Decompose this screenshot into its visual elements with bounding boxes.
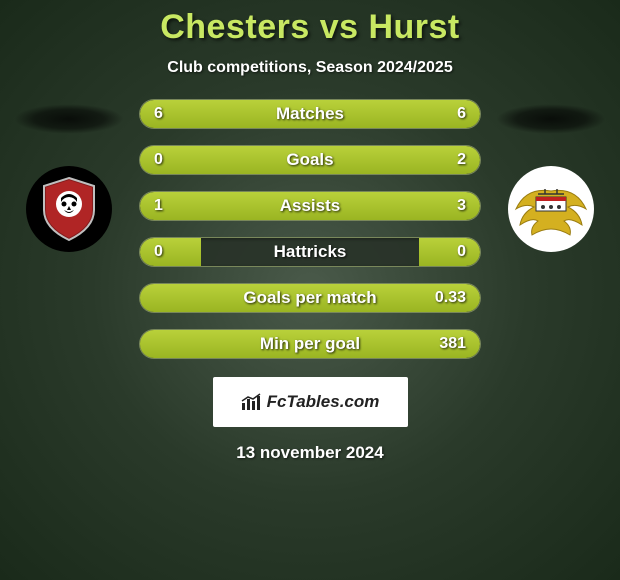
stat-label: Goals per match [243, 288, 376, 308]
left-team-column [10, 99, 129, 252]
comparison-panel: 6 Matches 6 0 Goals 2 1 Assists 3 0 Hattricks 0 Goal… [0, 99, 620, 359]
stat-row: 0 Hattricks 0 [139, 237, 481, 267]
stat-value-right: 6 [457, 105, 466, 123]
stat-value-right: 0.33 [435, 289, 466, 307]
stat-bars: 6 Matches 6 0 Goals 2 1 Assists 3 0 Hattricks 0 Goal… [139, 99, 481, 359]
subtitle: Club competitions, Season 2024/2025 [0, 59, 620, 77]
wings-icon [514, 181, 588, 237]
left-team-badge [26, 166, 112, 252]
chart-icon [241, 393, 263, 411]
stat-value-left: 6 [154, 105, 163, 123]
stat-label: Hattricks [274, 242, 347, 262]
stat-row: 0 Goals 2 [139, 145, 481, 175]
shadow-ellipse [496, 104, 606, 134]
stat-value-right: 381 [439, 335, 466, 353]
date-text: 13 november 2024 [0, 443, 620, 463]
stat-value-right: 2 [457, 151, 466, 169]
stat-value-left: 0 [154, 243, 163, 261]
stat-label: Min per goal [260, 334, 360, 354]
stat-row: Min per goal 381 [139, 329, 481, 359]
bar-fill-left [140, 238, 201, 266]
watermark-text: FcTables.com [267, 392, 380, 412]
right-team-badge [508, 166, 594, 252]
stat-value-left: 0 [154, 151, 163, 169]
right-team-column [491, 99, 610, 252]
page-title: Chesters vs Hurst [0, 8, 620, 47]
shadow-ellipse [14, 104, 124, 134]
stat-label: Assists [280, 196, 340, 216]
shield-icon [39, 176, 99, 242]
bar-fill-right [419, 238, 480, 266]
stat-row: Goals per match 0.33 [139, 283, 481, 313]
stat-row: 1 Assists 3 [139, 191, 481, 221]
stat-value-right: 0 [457, 243, 466, 261]
stat-label: Goals [286, 150, 333, 170]
stat-value-left: 1 [154, 197, 163, 215]
stat-row: 6 Matches 6 [139, 99, 481, 129]
watermark: FcTables.com [213, 377, 408, 427]
stat-value-right: 3 [457, 197, 466, 215]
bar-fill-left [140, 192, 225, 220]
bar-fill-right [225, 192, 480, 220]
stat-label: Matches [276, 104, 344, 124]
